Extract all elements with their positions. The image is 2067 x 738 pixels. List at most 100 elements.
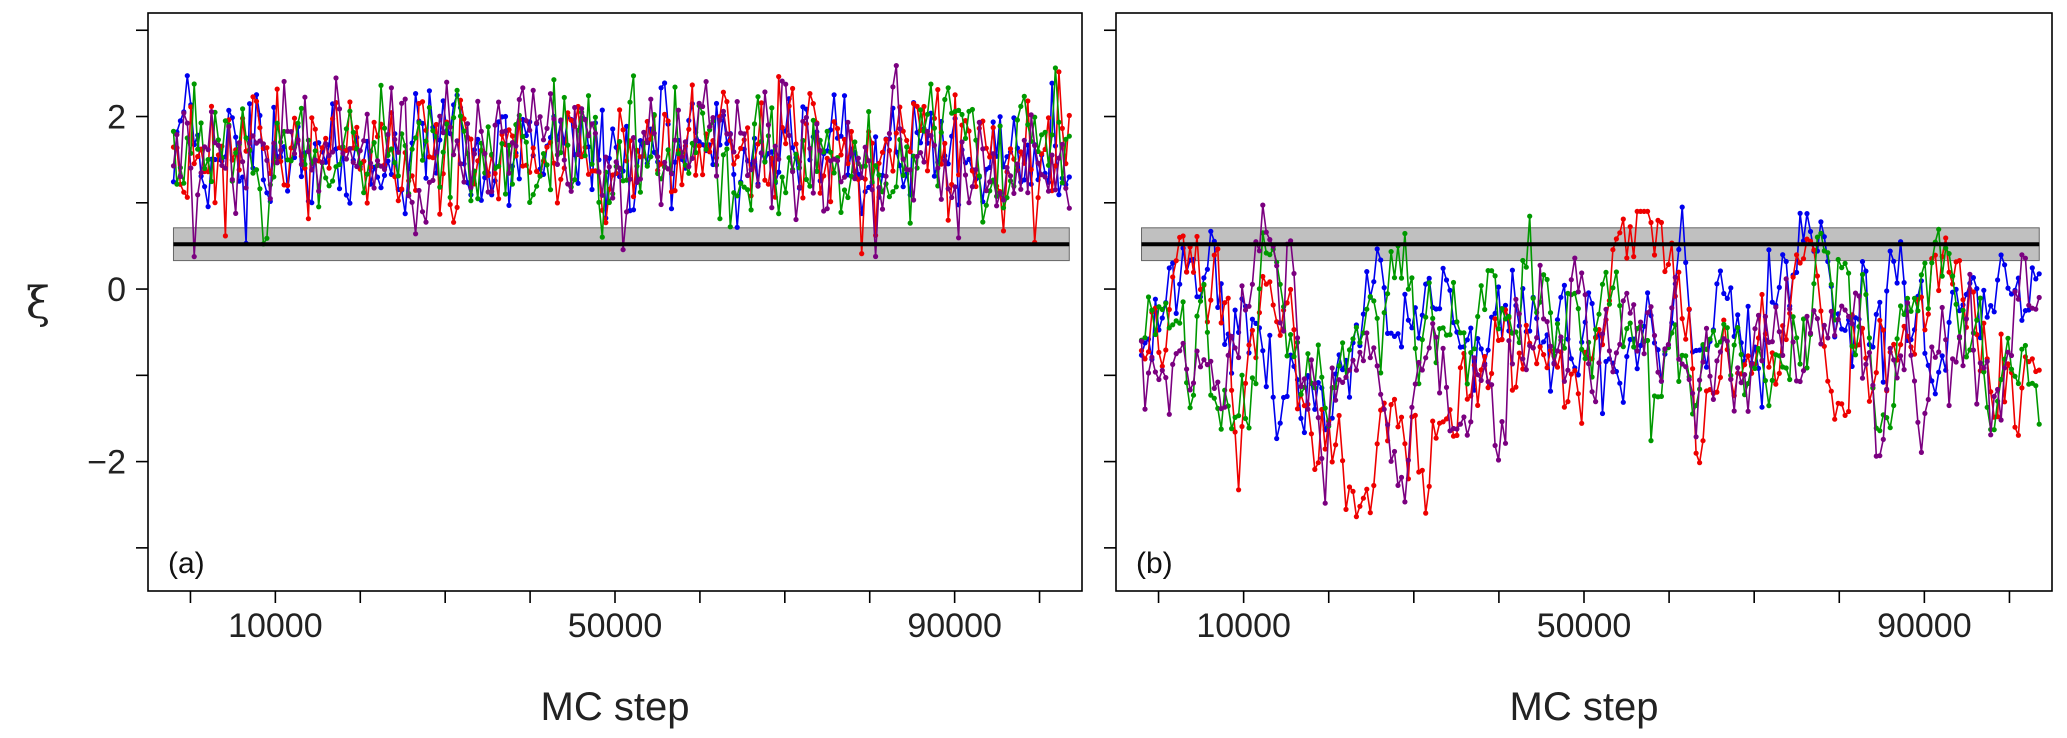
data-point xyxy=(1364,330,1370,336)
data-point xyxy=(1974,317,1980,323)
data-point xyxy=(1499,419,1505,425)
data-point xyxy=(1877,428,1883,434)
data-point xyxy=(1599,281,1606,287)
data-point xyxy=(419,209,426,215)
data-point xyxy=(1475,313,1481,320)
data-point xyxy=(1246,342,1252,348)
data-point xyxy=(1658,219,1664,226)
data-point xyxy=(1863,361,1869,367)
data-point xyxy=(610,126,616,132)
data-point xyxy=(468,136,474,142)
data-point xyxy=(703,146,709,152)
data-point xyxy=(1932,391,1938,397)
data-point xyxy=(1780,252,1786,258)
data-point xyxy=(1759,404,1765,410)
data-point xyxy=(707,124,713,130)
data-point xyxy=(205,157,211,163)
data-point xyxy=(907,149,913,155)
data-point xyxy=(1610,247,1616,253)
data-point xyxy=(1388,402,1394,408)
data-point xyxy=(1842,307,1848,313)
data-point xyxy=(1742,362,1748,368)
data-point xyxy=(1606,301,1612,307)
data-point xyxy=(672,159,678,165)
data-point xyxy=(814,168,820,174)
data-point xyxy=(1707,373,1713,379)
data-point xyxy=(1319,374,1325,380)
data-point xyxy=(1464,432,1470,438)
data-point xyxy=(1516,350,1522,356)
data-point xyxy=(364,111,370,117)
data-point xyxy=(1430,321,1436,327)
data-point xyxy=(1863,268,1869,274)
data-point xyxy=(250,133,256,139)
data-point xyxy=(997,123,1003,129)
data-point xyxy=(1242,415,1249,422)
data-point xyxy=(1651,252,1658,258)
data-point xyxy=(1506,313,1512,319)
data-point xyxy=(696,100,702,106)
data-point xyxy=(395,198,401,204)
data-point xyxy=(1152,369,1158,375)
data-point xyxy=(976,173,982,179)
data-point xyxy=(1825,378,1831,384)
data-point xyxy=(776,169,782,175)
data-point xyxy=(751,158,758,165)
data-point xyxy=(1936,226,1942,232)
data-point xyxy=(1842,260,1848,266)
data-point xyxy=(2005,361,2011,367)
data-point xyxy=(1232,307,1238,313)
data-point xyxy=(1596,360,1602,366)
data-point xyxy=(195,146,201,152)
data-point xyxy=(1256,310,1262,316)
data-point xyxy=(1177,281,1183,287)
data-point xyxy=(838,209,844,215)
data-point xyxy=(838,133,844,139)
data-point xyxy=(350,159,356,165)
data-point xyxy=(2022,255,2028,261)
data-point xyxy=(1315,460,1321,466)
data-point xyxy=(758,100,765,106)
data-point xyxy=(1495,326,1502,332)
data-point xyxy=(620,127,626,133)
data-point xyxy=(1166,411,1172,417)
data-point xyxy=(243,135,249,141)
data-point xyxy=(1752,365,1758,371)
data-point xyxy=(1541,339,1547,345)
data-point xyxy=(1333,397,1339,403)
data-point xyxy=(679,154,685,160)
data-point xyxy=(2005,285,2011,291)
data-point xyxy=(1804,365,1810,371)
data-point xyxy=(191,254,197,260)
data-point xyxy=(1412,381,1418,387)
data-point xyxy=(354,124,360,130)
data-point xyxy=(1288,286,1294,293)
data-point xyxy=(859,251,865,257)
data-point xyxy=(1426,345,1432,351)
data-point xyxy=(1995,386,2001,393)
data-point xyxy=(440,130,446,136)
data-point xyxy=(1461,414,1467,420)
data-point xyxy=(1277,332,1283,338)
data-point xyxy=(1866,350,1872,356)
data-point xyxy=(461,128,467,134)
data-point xyxy=(1398,275,1405,281)
data-point xyxy=(876,172,882,178)
data-point xyxy=(1953,359,1959,365)
data-point xyxy=(271,140,277,146)
data-point xyxy=(900,172,906,178)
data-point xyxy=(1554,317,1561,323)
data-point xyxy=(1759,291,1765,298)
data-point xyxy=(444,79,450,85)
data-point xyxy=(1066,133,1072,139)
data-point xyxy=(1291,270,1297,277)
data-point xyxy=(935,87,941,93)
data-point xyxy=(1371,482,1377,489)
data-point xyxy=(1586,361,1592,367)
data-point xyxy=(1835,256,1841,263)
data-point xyxy=(1547,388,1554,394)
data-point xyxy=(1398,344,1405,350)
data-point xyxy=(551,77,557,83)
data-point xyxy=(983,202,989,208)
data-point xyxy=(745,125,751,131)
